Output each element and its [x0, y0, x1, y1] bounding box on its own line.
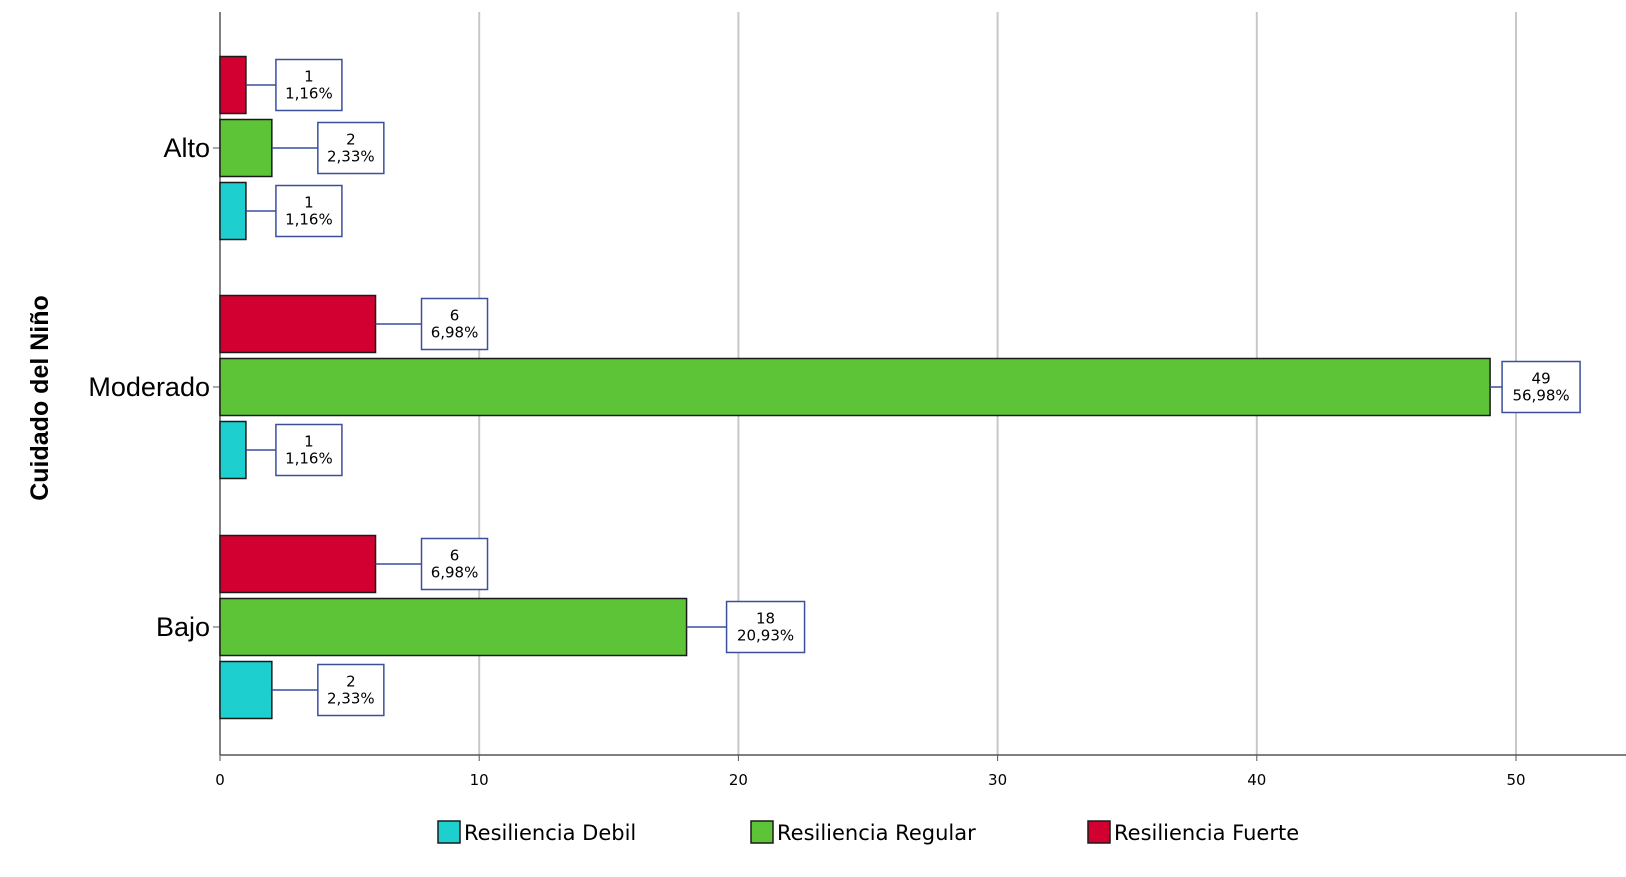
data-label-box [420, 537, 489, 591]
x-tick-label: 10 [470, 771, 489, 789]
x-tick-label: 30 [988, 771, 1007, 789]
data-label-percent: 1,16% [285, 211, 333, 229]
legend-swatch [437, 820, 461, 844]
bar [219, 55, 247, 115]
legend-swatch [1087, 820, 1111, 844]
x-tick-label: 50 [1506, 771, 1525, 789]
data-label-box [275, 423, 343, 477]
data-label-count: 1 [304, 433, 314, 451]
data-label-box [275, 184, 343, 238]
data-label-percent: 1,16% [285, 450, 333, 468]
bar [219, 420, 247, 480]
bars [219, 55, 1491, 720]
data-label-percent: 2,33% [327, 690, 375, 708]
data-label-percent: 6,98% [431, 564, 479, 582]
data-label-percent: 1,16% [285, 85, 333, 103]
data-label-count: 6 [450, 307, 460, 325]
x-tick-label: 0 [215, 771, 225, 789]
data-label-percent: 20,93% [737, 627, 794, 645]
category-label: Bajo [156, 612, 210, 642]
data-labels: 11,16%66,98%66,98%22,33%4956,98%1820,93%… [245, 58, 1581, 717]
x-tick-label: 40 [1247, 771, 1266, 789]
bar [219, 660, 273, 720]
data-label-box [1501, 360, 1581, 414]
data-label-count: 49 [1532, 370, 1551, 388]
data-label-count: 2 [346, 131, 356, 149]
legend: Resiliencia Debil Resiliencia Regular Resi… [437, 820, 1299, 845]
legend-swatch [750, 820, 774, 844]
data-label-box [317, 663, 385, 717]
data-label-count: 1 [304, 68, 314, 86]
data-label-percent: 2,33% [327, 148, 375, 166]
data-label-percent: 56,98% [1512, 387, 1569, 405]
data-label-count: 6 [450, 547, 460, 565]
data-label-count: 1 [304, 194, 314, 212]
bar [219, 294, 377, 354]
data-label-box [317, 121, 385, 175]
data-label-box [275, 58, 343, 112]
legend-label: Resiliencia Debil [464, 821, 636, 845]
data-label-percent: 6,98% [431, 324, 479, 342]
x-tick-label: 20 [729, 771, 748, 789]
data-label-box [420, 297, 489, 351]
bar [219, 181, 247, 241]
bar [219, 118, 273, 178]
data-label-count: 18 [756, 610, 775, 628]
bar [219, 357, 1491, 417]
data-label-box [725, 600, 806, 654]
data-label-count: 2 [346, 673, 356, 691]
category-label: Alto [163, 133, 210, 163]
bar [219, 597, 688, 657]
y-axis-title: Cuidado del Niño [26, 295, 54, 501]
legend-label: Resiliencia Fuerte [1114, 821, 1299, 845]
bar [219, 534, 377, 594]
legend-label: Resiliencia Regular [777, 821, 976, 845]
category-label: Moderado [88, 372, 210, 402]
